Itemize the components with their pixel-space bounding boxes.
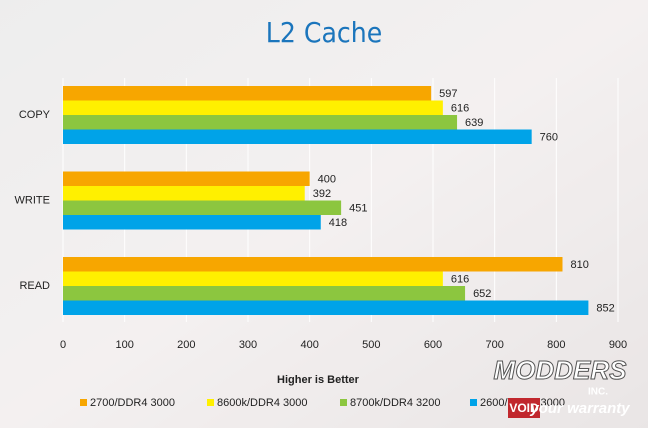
x-tick-label: 300 — [239, 339, 257, 351]
x-axis-label: Higher is Better — [277, 374, 360, 386]
x-tick-label: 900 — [609, 339, 627, 351]
value-label: 392 — [313, 188, 331, 200]
value-label: 652 — [473, 288, 491, 300]
legend-swatch — [207, 399, 214, 406]
bar — [63, 200, 342, 215]
logo-name: MODDERS — [494, 355, 628, 385]
value-label: 639 — [465, 117, 483, 129]
value-label: 400 — [318, 174, 336, 186]
chart-title: L2 Cache — [266, 16, 382, 49]
value-label: 616 — [451, 274, 469, 286]
bar — [63, 129, 532, 144]
y-tick-label: READ — [19, 280, 50, 292]
bar — [63, 115, 458, 130]
bar — [63, 286, 466, 301]
x-tick-label: 0 — [60, 339, 66, 351]
bar — [63, 186, 305, 201]
logo-badge: VOID — [509, 401, 539, 415]
value-label: 760 — [540, 132, 558, 144]
x-tick-label: 100 — [115, 339, 133, 351]
logo-tagline: your warranty — [529, 400, 630, 417]
legend-label: 8700k/DDR4 3200 — [350, 397, 441, 409]
value-label: 418 — [329, 217, 347, 229]
x-tick-label: 400 — [300, 339, 318, 351]
bar — [63, 215, 321, 230]
bar — [63, 271, 443, 286]
x-tick-label: 500 — [362, 339, 380, 351]
bar — [63, 257, 563, 272]
x-tick-label: 700 — [485, 339, 503, 351]
bar — [63, 86, 432, 101]
x-tick-label: 200 — [177, 339, 195, 351]
bar — [63, 171, 310, 186]
legend-swatch — [80, 399, 87, 406]
x-tick-label: 600 — [424, 339, 442, 351]
logo-suffix: INC. — [588, 387, 608, 398]
value-label: 852 — [596, 303, 614, 315]
value-label: 597 — [439, 88, 457, 100]
x-tick-label: 800 — [547, 339, 565, 351]
legend-label: 8600k/DDR4 3000 — [217, 397, 308, 409]
bar — [63, 100, 443, 115]
value-label: 616 — [451, 103, 469, 115]
logo-badge-bg — [508, 398, 540, 418]
y-tick-label: WRITE — [15, 194, 50, 206]
value-label: 451 — [349, 203, 367, 215]
legend-swatch — [470, 399, 477, 406]
y-tick-label: COPY — [19, 109, 51, 121]
legend-label: 2700/DDR4 3000 — [90, 397, 175, 409]
bar — [63, 300, 589, 315]
legend-swatch — [340, 399, 347, 406]
value-label: 810 — [571, 259, 589, 271]
logo: MODDERS INC. VOID your warranty — [493, 354, 630, 418]
